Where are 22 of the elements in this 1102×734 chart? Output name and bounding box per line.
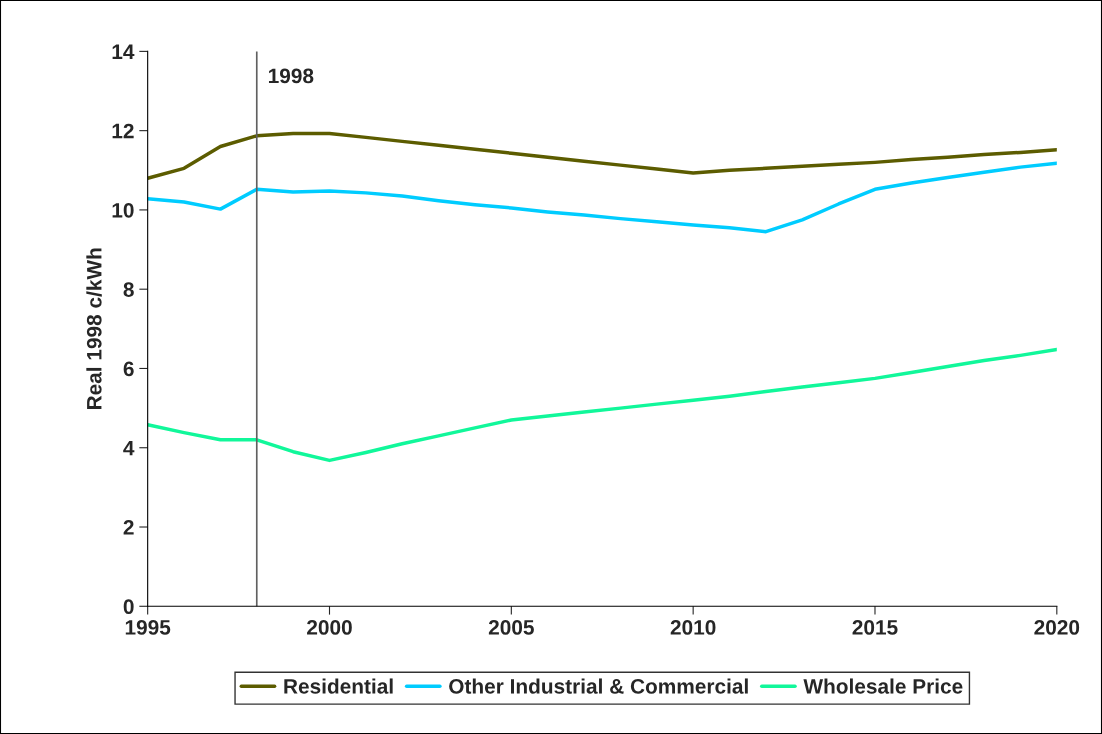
y-tick-label: 14 bbox=[112, 44, 135, 59]
x-tick-label: 2010 bbox=[670, 620, 716, 635]
y-tick-label: 4 bbox=[123, 440, 135, 456]
x-tick-label: 2005 bbox=[488, 620, 534, 635]
ref-line-label: 1998 bbox=[268, 68, 314, 84]
line-series bbox=[147, 131, 1057, 180]
line-series bbox=[147, 347, 1057, 463]
y-tick-label: 0 bbox=[123, 599, 134, 615]
y-axis-title: Real 1998 c/kWh bbox=[86, 248, 102, 410]
line-series bbox=[147, 161, 1057, 234]
x-tick-label: 2000 bbox=[307, 620, 352, 635]
y-tick-label: 10 bbox=[112, 202, 134, 218]
y-tick-label: 12 bbox=[112, 123, 134, 139]
y-tick-label: 2 bbox=[123, 520, 134, 535]
x-tick-label: 2020 bbox=[1034, 620, 1080, 635]
legend-label: Residential bbox=[284, 678, 393, 694]
y-tick-label: 8 bbox=[123, 282, 134, 297]
x-tick-label: 2015 bbox=[852, 620, 898, 635]
legend-label: Wholesale Price bbox=[803, 678, 963, 694]
legend-label: Other Industrial & Commercial bbox=[449, 678, 748, 694]
y-tick-label: 6 bbox=[123, 361, 134, 377]
x-tick-label: 1995 bbox=[125, 620, 171, 635]
